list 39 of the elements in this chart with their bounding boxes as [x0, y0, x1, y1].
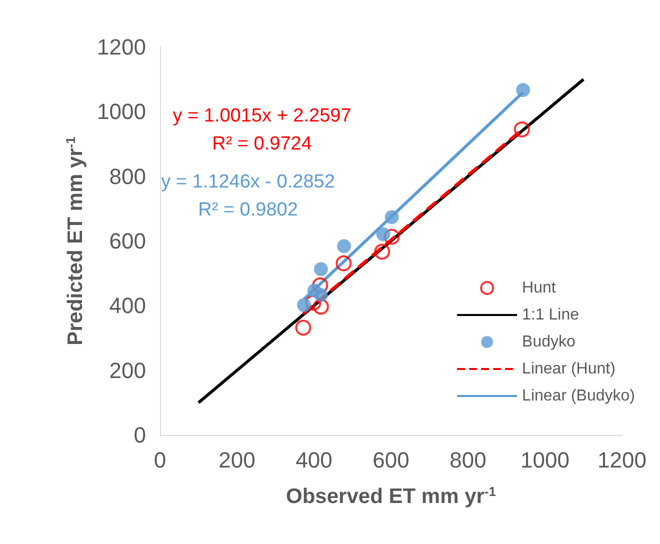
- x-tick-label: 600: [372, 448, 410, 472]
- y-axis-title: Predicted ET mm yr-1: [63, 136, 88, 346]
- point: [314, 288, 328, 302]
- annotation: y = 1.1246x - 0.2852: [161, 172, 335, 192]
- legend-label: Linear (Hunt): [522, 360, 616, 378]
- point: [305, 294, 322, 311]
- point: [336, 255, 352, 272]
- y-tick-label: 200: [109, 358, 146, 383]
- point: [297, 298, 311, 312]
- legend-label: Hunt: [522, 280, 556, 296]
- point: [314, 262, 328, 276]
- x-tick-label: 0: [154, 448, 166, 472]
- point: [312, 277, 328, 294]
- y-tick-label: 400: [109, 293, 146, 318]
- point: [376, 227, 390, 242]
- y-tick-label: 1000: [97, 99, 146, 124]
- point: [516, 83, 530, 97]
- point: [312, 298, 329, 315]
- legend-label: Budyko: [522, 334, 576, 350]
- x-tick-label: 200: [218, 448, 256, 472]
- y-tick-label: 600: [109, 228, 146, 254]
- point: [514, 121, 530, 138]
- point: [295, 320, 312, 336]
- annotation: R² = 0.9802: [198, 200, 298, 220]
- legend-label: Linear (Budyko): [522, 388, 636, 404]
- legend-label: 1:1 Line: [522, 306, 580, 324]
- y-tick-label: 1200: [97, 34, 146, 60]
- x-tick-label: 800: [450, 448, 486, 472]
- x-tick-label: 400: [296, 448, 332, 472]
- y-tick-label: 800: [109, 164, 146, 189]
- point: [337, 239, 352, 254]
- x-tick-label: 1000: [520, 448, 570, 472]
- x-tick-label: 1200: [598, 448, 646, 472]
- point: [384, 228, 400, 245]
- annotation: R² = 0.9724: [212, 134, 312, 154]
- point: [374, 244, 390, 260]
- y-tick-label: 0: [134, 422, 146, 448]
- annotation: y = 1.0015x + 2.2597: [172, 106, 352, 126]
- point: [384, 210, 399, 224]
